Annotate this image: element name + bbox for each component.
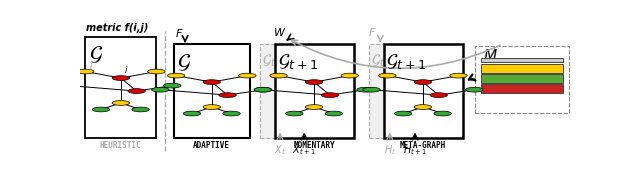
Bar [481, 58, 563, 62]
Bar [275, 44, 354, 138]
Text: metric f(i,j): metric f(i,j) [85, 23, 148, 33]
Bar [481, 64, 563, 73]
Circle shape [434, 111, 451, 116]
Circle shape [255, 87, 272, 92]
Text: $X_t$: $X_t$ [274, 143, 286, 157]
Circle shape [112, 101, 130, 105]
Text: MOMENTARY: MOMENTARY [294, 141, 336, 150]
Text: $\mathcal{G}$: $\mathcal{G}$ [89, 44, 103, 65]
Circle shape [322, 93, 339, 98]
Circle shape [163, 83, 181, 88]
Circle shape [325, 111, 343, 116]
Circle shape [341, 73, 359, 78]
Circle shape [112, 76, 130, 80]
Circle shape [414, 80, 431, 84]
Circle shape [254, 87, 271, 92]
Text: $\mathcal{G}_{t+1}$: $\mathcal{G}_{t+1}$ [278, 52, 318, 71]
Bar [174, 44, 250, 138]
Circle shape [450, 73, 467, 78]
Circle shape [286, 111, 303, 116]
Circle shape [219, 93, 236, 98]
Circle shape [203, 80, 221, 84]
Text: $\mathcal{G}_t$: $\mathcal{G}_t$ [371, 52, 385, 69]
Text: $W$: $W$ [272, 26, 286, 38]
Text: $H_{t+1}$: $H_{t+1}$ [403, 143, 427, 157]
Bar [481, 84, 563, 93]
Text: $\mathcal{G}_{t+1}$: $\mathcal{G}_{t+1}$ [387, 52, 426, 71]
Circle shape [414, 105, 431, 109]
Circle shape [203, 105, 221, 109]
Text: HEURISTIC: HEURISTIC [100, 141, 142, 150]
Circle shape [270, 73, 287, 78]
Circle shape [132, 107, 149, 112]
Bar [260, 44, 300, 138]
Circle shape [378, 73, 396, 78]
Bar [384, 44, 463, 138]
Circle shape [394, 111, 412, 116]
Circle shape [430, 93, 447, 98]
Text: $F$: $F$ [175, 27, 183, 39]
Text: $H_t$: $H_t$ [383, 143, 396, 157]
Text: $M$: $M$ [483, 48, 498, 64]
Circle shape [306, 80, 323, 84]
Circle shape [61, 83, 78, 88]
Text: META-GRAPH: META-GRAPH [400, 141, 446, 150]
Text: $X_{t+1}$: $X_{t+1}$ [292, 143, 316, 157]
Circle shape [152, 87, 169, 92]
Circle shape [147, 69, 165, 74]
Text: $\mathcal{G}$: $\mathcal{G}$ [177, 52, 191, 73]
Circle shape [77, 69, 94, 74]
Circle shape [466, 87, 483, 92]
Text: $F$: $F$ [368, 26, 376, 38]
Circle shape [167, 73, 185, 78]
Bar [481, 74, 563, 83]
Circle shape [306, 105, 323, 109]
Circle shape [239, 73, 256, 78]
Text: i: i [125, 66, 127, 75]
Text: ADAPTIVE: ADAPTIVE [193, 141, 230, 150]
Text: $\mathcal{G}_t$: $\mathcal{G}_t$ [262, 52, 276, 69]
Circle shape [183, 111, 201, 116]
Circle shape [363, 87, 380, 92]
Bar [475, 46, 569, 113]
Text: j: j [90, 61, 93, 70]
Circle shape [128, 89, 145, 93]
Circle shape [93, 107, 110, 112]
Bar [369, 44, 404, 138]
Bar [85, 37, 156, 138]
Circle shape [223, 111, 241, 116]
Circle shape [357, 87, 375, 92]
